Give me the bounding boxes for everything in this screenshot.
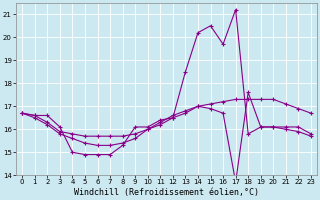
- X-axis label: Windchill (Refroidissement éolien,°C): Windchill (Refroidissement éolien,°C): [74, 188, 259, 197]
